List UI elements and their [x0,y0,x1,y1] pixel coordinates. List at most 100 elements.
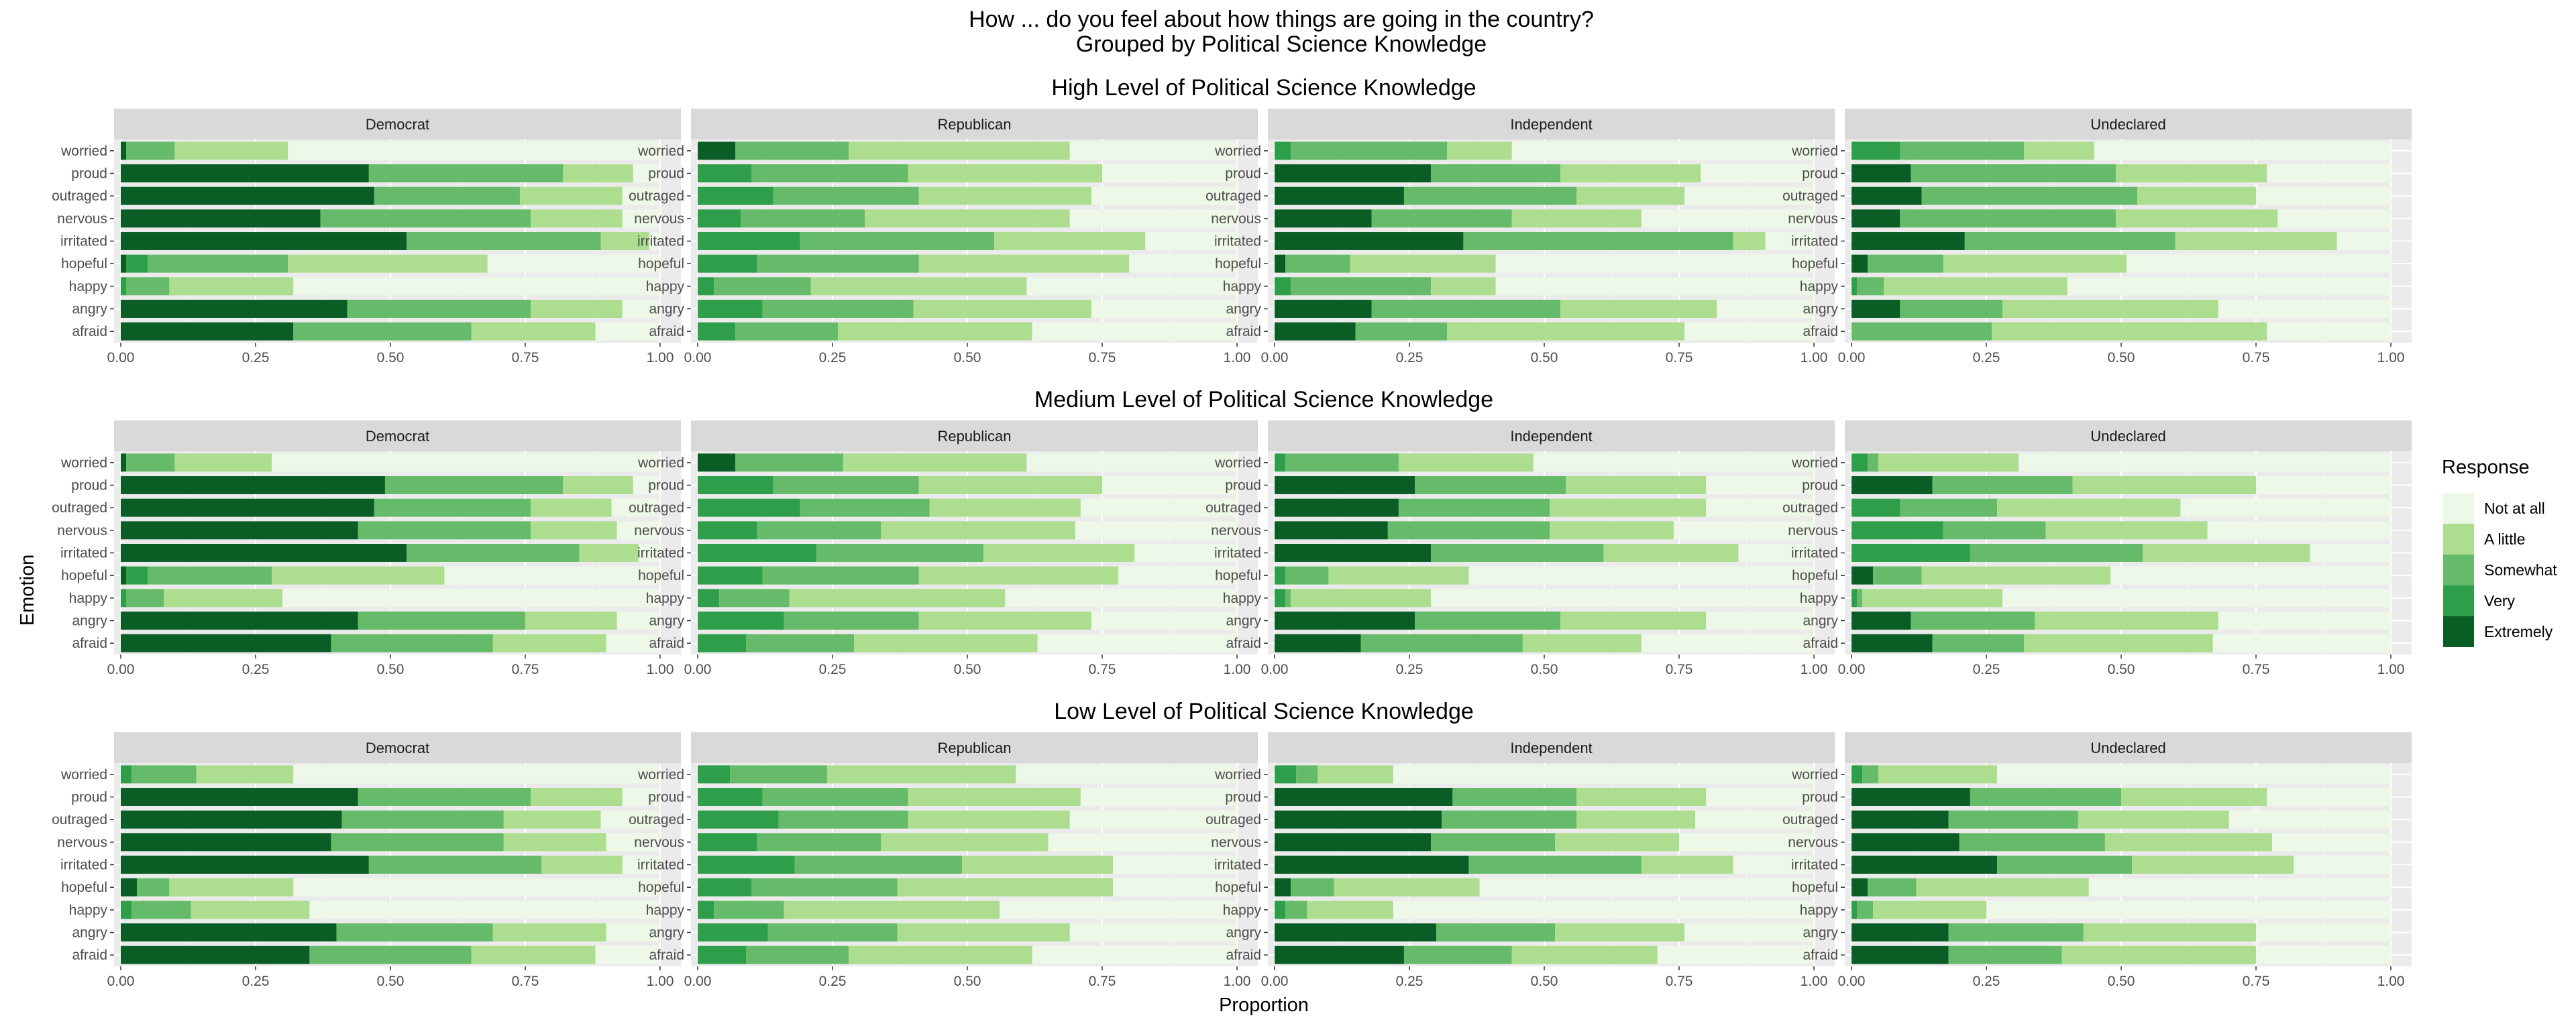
bar-afraid-somewhat [1948,946,2062,964]
bar-outraged-not-at-all [1091,186,1237,205]
bar-outraged-somewhat [374,498,531,517]
x-tick-label: 0.25 [242,974,270,989]
bar-hopeful-somewhat [751,878,898,897]
bar-afraid-somewhat [331,634,493,652]
bar-happy-not-at-all [293,277,660,296]
legend-label-somewhat: Somewhat [2484,561,2557,579]
bar-hopeful-somewhat [148,566,272,585]
bar-hopeful-somewhat [137,878,170,897]
bar-irritated-extremely [121,232,407,250]
bar-worried-extremely [121,141,127,160]
bar-nervous-not-at-all [1673,521,1814,540]
chart-title-line-2: Grouped by Political Science Knowledge [1076,32,1487,57]
bar-angry-somewhat [1948,923,2084,941]
x-tick-label: 0.25 [1973,974,2000,989]
bar-nervous-not-at-all [1679,833,1814,852]
bar-angry-a-little [918,612,1091,630]
bar-nervous-somewhat [331,833,504,852]
bar-irritated-not-at-all [1765,232,1814,250]
bar-happy-somewhat [1285,589,1291,608]
x-tick-label: 0.00 [107,350,135,365]
bar-happy-somewhat [714,901,784,919]
bar-hopeful-somewhat [1868,254,1943,273]
x-tick-label: 0.50 [377,350,405,365]
y-tick-label: afraid [1226,948,1261,963]
bar-hopeful-somewhat [1873,566,1922,585]
bar-nervous-not-at-all [1069,209,1237,228]
bar-afraid-not-at-all [2212,634,2391,652]
x-tick-label: 0.25 [819,662,847,677]
bar-happy-not-at-all [309,901,660,919]
x-axis-title: Proportion [1219,994,1309,1016]
bar-nervous-very [698,209,741,228]
bar-angry-a-little [1555,923,1685,941]
panels-group: High Level of Political Science Knowledg… [52,75,2412,989]
x-tick-label: 0.75 [1666,662,1693,677]
y-tick-label: irritated [637,858,684,873]
bar-outraged-a-little [531,498,612,517]
bar-worried-a-little [1878,765,1998,784]
bar-worried-very [121,765,132,784]
bar-afraid-a-little [471,946,596,964]
x-tick-label: 1.00 [1224,350,1251,365]
bar-worried-not-at-all [1511,141,1814,160]
bar-proud-a-little [2121,788,2267,806]
bar-irritated-a-little [541,856,623,874]
y-tick-label: irritated [60,234,107,249]
bar-irritated-somewhat [1964,232,2176,250]
facet-independent: Independent worried proud outraged nervous ir… [1205,420,1835,677]
x-tick-label: 1.00 [1801,974,1828,989]
bar-hopeful-a-little [918,254,1130,273]
bar-irritated-very [698,232,800,250]
y-tick-label: irritated [637,546,684,561]
bar-nervous-a-little [865,209,1070,228]
bar-afraid-not-at-all [1641,634,1814,652]
bar-nervous-extremely [1275,521,1388,540]
bar-worried-not-at-all [1069,141,1237,160]
bar-afraid-extremely [1275,946,1404,964]
bar-irritated-extremely [121,544,407,562]
bar-outraged-extremely [1275,810,1442,829]
legend-swatch-extremely [2443,616,2474,647]
bar-nervous-extremely [1275,833,1432,852]
panel-title: Low Level of Political Science Knowledge [1054,699,1474,724]
bar-hopeful-extremely [1851,878,1868,897]
y-tick-label: afraid [72,948,107,963]
y-tick-label: happy [1223,279,1262,294]
bar-irritated-a-little [600,232,649,250]
y-tick-label: afraid [72,324,107,339]
bar-irritated-somewhat [816,544,984,562]
bar-afraid-somewhat [1851,322,1992,341]
y-tick-label: hopeful [1792,256,1838,272]
bar-proud-a-little [1560,164,1701,182]
bar-outraged-a-little [908,810,1070,829]
bar-outraged-extremely [121,498,374,517]
bar-outraged-a-little [2137,186,2256,205]
legend-label-not-at-all: Not at all [2484,500,2545,517]
bar-hopeful-not-at-all [487,254,660,273]
bar-outraged-somewhat [1398,498,1550,517]
bar-proud-not-at-all [1706,476,1814,494]
legend-swatch-somewhat [2443,555,2474,585]
bar-angry-a-little [1560,300,1717,318]
bar-hopeful-not-at-all [1129,254,1237,273]
y-tick-label: irritated [1791,858,1838,873]
bar-hopeful-not-at-all [2110,566,2391,585]
bar-outraged-not-at-all [600,810,660,829]
facet-democrat: Democrat worried proud outraged nervous irrit… [52,420,681,677]
bar-hopeful-extremely [1851,254,1868,273]
bar-hopeful-very [126,254,148,273]
bar-afraid-very [698,634,747,652]
bar-proud-somewhat [1970,788,2121,806]
bar-angry-somewhat [1415,612,1561,630]
bar-afraid-not-at-all [595,322,660,341]
facet-strip [1268,109,1835,139]
y-tick-label: hopeful [1792,880,1838,895]
legend-swatch-very [2443,585,2474,616]
facet-republican: Republican worried proud outraged nervous irr… [629,420,1258,677]
x-tick-label: 0.00 [684,662,712,677]
bar-nervous-a-little [881,833,1049,852]
y-tick-label: irritated [60,858,107,873]
y-tick-label: worried [1214,767,1261,783]
y-tick-label: nervous [1788,835,1838,850]
